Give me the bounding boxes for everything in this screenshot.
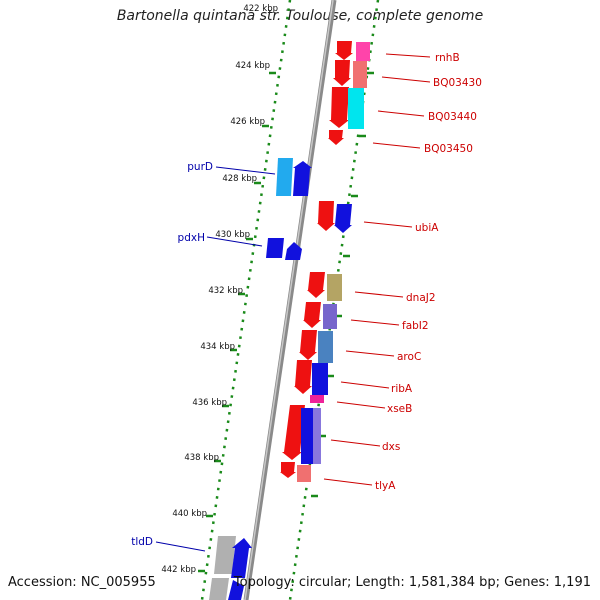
label-tlyA: tlyA bbox=[375, 480, 396, 492]
label-BQ03440: BQ03440 bbox=[428, 111, 477, 123]
leader-lines bbox=[155, 53, 431, 552]
tick-label: 440 kbp bbox=[172, 509, 207, 519]
genome-backbone bbox=[243, 0, 337, 600]
gene-pdxH[interactable] bbox=[266, 238, 284, 258]
genome-backbone-highlight bbox=[244, 0, 334, 600]
leader-line bbox=[215, 166, 276, 175]
tick-label: 426 kbp bbox=[230, 117, 265, 127]
label-rnhB: rnhB bbox=[435, 52, 460, 64]
gene-segment bbox=[312, 363, 328, 395]
gene-tldD[interactable] bbox=[214, 536, 236, 574]
gene-segment bbox=[209, 578, 229, 600]
label-BQ03450: BQ03450 bbox=[424, 143, 473, 155]
leader-line bbox=[330, 439, 381, 447]
label-dnaJ2: dnaJ2 bbox=[406, 292, 436, 304]
tick-label: 428 kbp bbox=[222, 174, 257, 184]
tick-label: 424 kbp bbox=[235, 61, 270, 71]
gene-segment bbox=[228, 580, 244, 600]
leader-line bbox=[381, 76, 431, 83]
leader-line bbox=[377, 110, 425, 117]
gene-segment bbox=[301, 408, 316, 464]
label-dxs: dxs bbox=[382, 441, 400, 453]
gene-pdxH-partner[interactable] bbox=[285, 242, 302, 260]
label-ubiA: ubiA bbox=[415, 222, 439, 234]
gene-segment bbox=[297, 465, 311, 482]
gene-BQ03450[interactable] bbox=[328, 130, 344, 145]
gene-BQ03430[interactable] bbox=[333, 60, 351, 86]
leader-line bbox=[372, 142, 421, 149]
gene-aroC[interactable] bbox=[299, 330, 317, 360]
gene-tldD-partner[interactable] bbox=[231, 538, 252, 578]
gene-tlyA[interactable] bbox=[280, 462, 296, 478]
leader-line bbox=[155, 541, 206, 552]
tick-label: 442 kbp bbox=[161, 565, 196, 575]
gene-ribA[interactable] bbox=[294, 360, 312, 394]
tick-label: 422 kbp bbox=[243, 4, 278, 14]
leader-line bbox=[385, 53, 431, 58]
leader-line bbox=[345, 350, 395, 357]
label-BQ03430: BQ03430 bbox=[433, 77, 482, 89]
gene-segment bbox=[348, 88, 364, 129]
tick-label: 430 kbp bbox=[215, 230, 250, 240]
label-purD: purD bbox=[187, 161, 213, 173]
label-ribA: ribA bbox=[391, 383, 413, 395]
gene-ubiA-partner[interactable] bbox=[334, 204, 352, 233]
gene-segment bbox=[313, 408, 321, 464]
gene-labels: rnhB BQ03430 BQ03440 BQ03450 purD ubiA p… bbox=[131, 52, 482, 548]
leader-line bbox=[336, 401, 386, 409]
tick-label: 438 kbp bbox=[184, 453, 219, 463]
gene-segment bbox=[353, 61, 367, 88]
label-aroC: aroC bbox=[397, 351, 421, 363]
gene-BQ03440[interactable] bbox=[329, 87, 349, 128]
gene-dnaJ2[interactable] bbox=[307, 272, 325, 298]
gene-segment bbox=[327, 274, 342, 301]
leader-line bbox=[206, 236, 263, 247]
gene-xseB[interactable] bbox=[310, 395, 324, 403]
leader-line bbox=[350, 319, 400, 326]
forward-strand-genes bbox=[209, 158, 312, 600]
gene-fabI2[interactable] bbox=[303, 302, 321, 328]
gene-purD[interactable] bbox=[276, 158, 293, 196]
label-xseB: xseB bbox=[387, 403, 412, 415]
label-tldD: tldD bbox=[131, 536, 153, 548]
tick-labels: 422 kbp 424 kbp 426 kbp 428 kbp 430 kbp … bbox=[161, 4, 278, 575]
tick-marks bbox=[198, 71, 374, 573]
leader-line bbox=[323, 478, 373, 486]
gene-purD-partner[interactable] bbox=[293, 161, 312, 196]
map-title: Bartonella quintana str. Toulouse, compl… bbox=[116, 8, 484, 24]
reverse-strand-genes bbox=[280, 41, 370, 482]
leader-line bbox=[363, 221, 413, 228]
gene-rnhB[interactable] bbox=[335, 41, 353, 60]
leader-line bbox=[354, 291, 404, 298]
gene-segment bbox=[318, 331, 333, 363]
guide-line-left bbox=[200, 0, 292, 600]
gene-dxs[interactable] bbox=[282, 405, 305, 460]
gene-ubiA[interactable] bbox=[317, 201, 335, 231]
tick-label: 432 kbp bbox=[208, 286, 243, 296]
label-fabI2: fabI2 bbox=[402, 320, 429, 332]
gene-segment bbox=[323, 304, 337, 329]
gene-segment bbox=[356, 42, 370, 61]
label-pdxH: pdxH bbox=[178, 232, 205, 244]
tick-label: 434 kbp bbox=[200, 342, 235, 352]
accession-text: Accession: NC_005955 bbox=[8, 575, 156, 590]
tick-label: 436 kbp bbox=[192, 398, 227, 408]
leader-line bbox=[340, 381, 390, 389]
genome-summary-text: Topology: circular; Length: 1,581,384 bp… bbox=[233, 575, 591, 590]
